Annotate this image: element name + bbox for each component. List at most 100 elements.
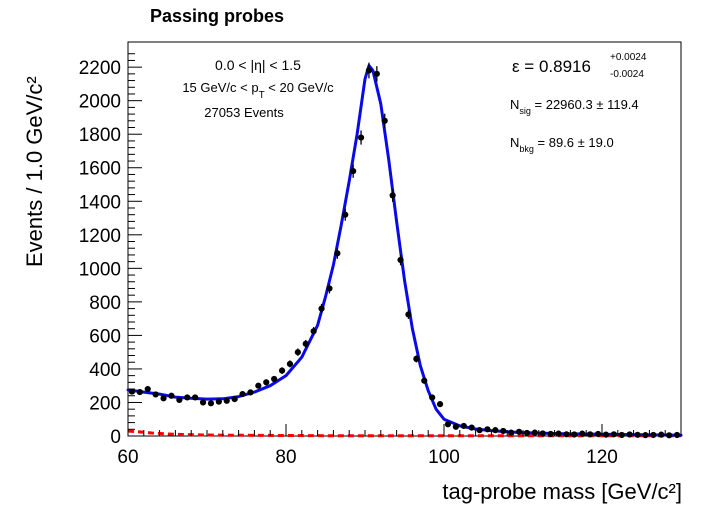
data-point (642, 432, 649, 439)
data-point (310, 328, 317, 335)
y-tick-label: 1000 (79, 259, 121, 280)
data-point (634, 431, 641, 438)
data-point (381, 117, 388, 124)
y-tick-label: 400 (89, 360, 121, 381)
data-point (531, 429, 538, 436)
x-tick-label: 80 (275, 447, 296, 468)
plot-group (126, 62, 683, 439)
data-point (128, 388, 136, 395)
data-point (247, 389, 254, 396)
y-tick-label: 1800 (79, 125, 121, 146)
x-tick-label: 60 (117, 447, 138, 468)
eta-annotation: 0.0 < |η| < 1.5 (215, 57, 301, 73)
data-point (144, 385, 151, 393)
data-point (184, 394, 191, 401)
events-annotation: 27053 Events (204, 105, 284, 120)
data-point (555, 430, 562, 437)
data-point (357, 134, 365, 141)
data-point (160, 395, 167, 402)
y-tick-label: 0 (110, 427, 121, 448)
data-point (168, 392, 175, 399)
y-tick-label: 2200 (79, 58, 121, 79)
y-tick-label: 2000 (79, 92, 121, 113)
y-axis-title: Events / 1.0 GeV/c² (22, 76, 47, 267)
data-point (152, 391, 159, 398)
y-tick-label: 1600 (79, 159, 121, 180)
data-point (579, 430, 586, 437)
x-tick-label: 100 (428, 447, 460, 468)
data-point (460, 422, 467, 430)
pt-annotation: 15 GeV/c < pT < 20 GeV/c (182, 80, 334, 101)
data-point (539, 430, 546, 437)
data-point (658, 431, 665, 438)
y-tick-label: 200 (89, 393, 121, 414)
nsig-value: = 22960.3 ± 119.4 (531, 97, 639, 112)
data-point (666, 432, 673, 439)
y-axis-title-main: Events / 1.0 GeV/c² (22, 76, 47, 267)
y-tick-label: 1200 (79, 226, 121, 247)
nbkg-annotation: Nbkg = 89.6 ± 19.0 (510, 135, 614, 154)
data-point (594, 430, 602, 438)
data-point (571, 431, 578, 438)
data-point (618, 431, 625, 439)
efficiency-annotation: ε = 0.8916 (512, 57, 591, 76)
data-point (294, 349, 301, 356)
pt-annotation-prefix: 15 GeV/c < (182, 80, 251, 95)
data-point (468, 424, 475, 431)
data-point (547, 430, 554, 438)
data-point (255, 382, 262, 389)
efficiency-lower-error: -0.0024 (610, 69, 644, 80)
x-tick-label: 120 (586, 447, 618, 468)
nsig-symbol: N (510, 97, 519, 112)
x-axis-title: tag-probe mass [GeV/c²] (442, 479, 682, 504)
data-point (452, 423, 459, 430)
x-axis-title-main: tag-probe mass [GeV/c²] (442, 479, 682, 504)
data-point (587, 431, 594, 438)
data-point (626, 431, 633, 438)
data-point (136, 388, 143, 396)
data-point (515, 428, 523, 435)
data-point (342, 211, 349, 218)
data-point (484, 426, 491, 433)
data-point (192, 394, 199, 401)
nbkg-symbol: N (510, 135, 519, 150)
data-point (231, 396, 238, 403)
data-point (397, 256, 404, 264)
data-point (215, 398, 222, 405)
data-point (405, 311, 412, 318)
data-point (263, 379, 270, 386)
tick-group: 60 80 100 120020040060080010001200140016001… (79, 53, 682, 468)
nbkg-subscript: bkg (519, 144, 534, 154)
y-tick-label: 600 (89, 326, 121, 347)
data-point (207, 400, 215, 407)
nsig-annotation: Nsig = 22960.3 ± 119.4 (510, 97, 639, 116)
data-point (326, 285, 333, 292)
nbkg-value: = 89.6 ± 19.0 (534, 135, 614, 150)
y-tick-label: 800 (89, 293, 121, 314)
data-point (334, 250, 341, 257)
data-point (523, 429, 531, 437)
data-point (500, 427, 507, 435)
data-point (421, 377, 428, 384)
pt-subscript: T (259, 90, 265, 101)
data-point (373, 70, 380, 77)
data-point (278, 367, 286, 374)
pt-annotation-suffix: < 20 GeV/c (265, 80, 335, 95)
data-point (508, 429, 515, 436)
data-point (389, 192, 396, 199)
nsig-subscript: sig (519, 106, 531, 116)
data-point (365, 67, 373, 74)
data-point (563, 431, 570, 438)
data-point (610, 431, 617, 438)
data-point (429, 394, 436, 401)
data-point (318, 305, 325, 312)
axes-group (127, 41, 682, 437)
data-point (476, 427, 483, 434)
data-point (413, 355, 420, 362)
data-point (286, 360, 294, 368)
efficiency-upper-error: +0.0024 (610, 52, 647, 63)
chart-title: Passing probes (150, 6, 284, 26)
